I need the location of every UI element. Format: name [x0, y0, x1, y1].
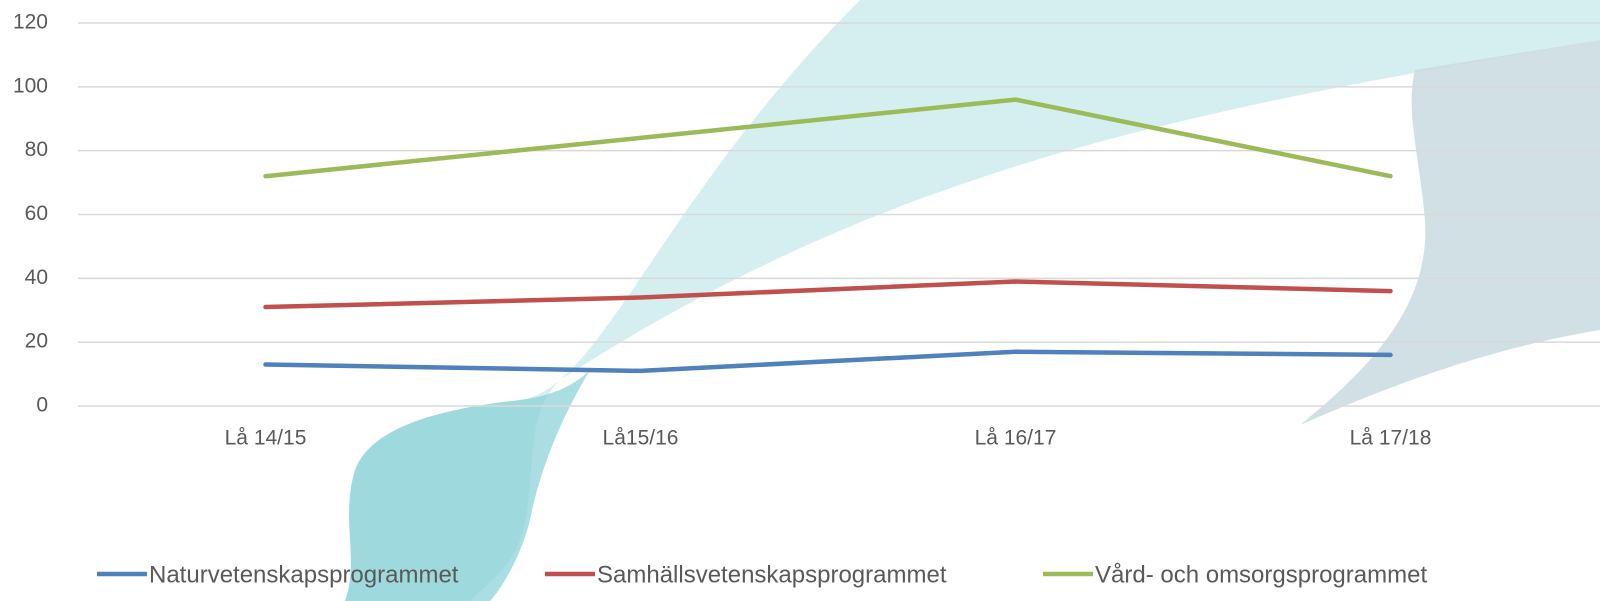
legend-label: Naturvetenskapsprogrammet	[149, 561, 459, 588]
y-tick-label: 60	[25, 202, 48, 225]
background-decoration	[345, 0, 1600, 601]
legend-label: Samhällsvetenskapsprogrammet	[597, 561, 947, 588]
x-tick-label: Lå 14/15	[225, 427, 307, 450]
series-line	[263, 97, 1393, 179]
y-tick-label: 20	[25, 330, 48, 353]
x-tick-label: Lå 17/18	[1350, 427, 1432, 450]
y-tick-label: 40	[25, 266, 48, 289]
y-tick-label: 80	[25, 138, 48, 161]
y-tick-label: 120	[13, 11, 48, 34]
legend-label: Vård- och omsorgsprogrammet	[1095, 561, 1427, 588]
series-line	[263, 349, 1393, 374]
series-line	[263, 279, 1393, 310]
x-tick-label: Lå 16/17	[975, 427, 1057, 450]
y-tick-label: 100	[13, 74, 48, 97]
x-tick-label: Lå15/16	[603, 427, 679, 450]
y-tick-label: 0	[36, 394, 48, 417]
